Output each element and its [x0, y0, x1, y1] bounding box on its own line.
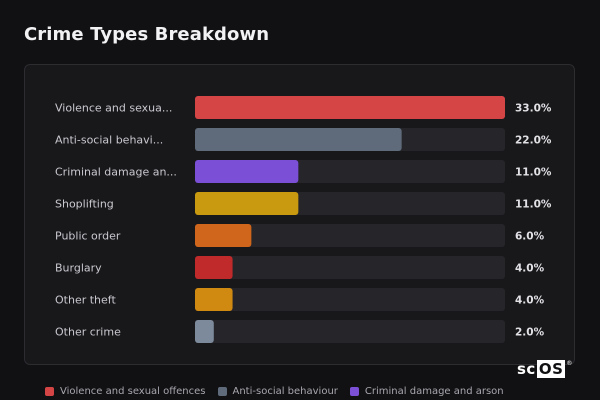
legend-swatch: [217, 387, 227, 396]
bar: [195, 192, 299, 215]
legend-item: Violence and sexual offences: [45, 386, 206, 397]
category-label: Criminal damage an...: [55, 166, 177, 179]
bar-track: [195, 320, 505, 343]
value-label: 4.0%: [515, 295, 545, 307]
bar: [195, 320, 214, 343]
bar: [195, 96, 505, 119]
legend-label: Anti-social behaviour: [232, 386, 338, 397]
value-label: 4.0%: [515, 263, 545, 275]
legend-swatch: [349, 387, 359, 396]
category-label: Other theft: [55, 294, 116, 307]
bar: [195, 128, 402, 151]
value-label: 11.0%: [515, 167, 552, 179]
logo-prefix: sc: [517, 360, 536, 378]
bar: [195, 160, 299, 183]
scos-logo: sc OS ®: [517, 360, 573, 378]
legend-label: Criminal damage and arson: [364, 386, 504, 397]
value-label: 11.0%: [515, 199, 552, 211]
bar-track: [195, 256, 505, 279]
logo-mark: ®: [566, 360, 573, 367]
legend-label: Violence and sexual offences: [60, 386, 206, 397]
logo-boxed: OS: [536, 360, 566, 378]
value-label: 33.0%: [515, 103, 552, 115]
category-label: Violence and sexua...: [55, 102, 172, 115]
bar: [195, 224, 252, 247]
chart-legend: Violence and sexual offences Anti-social …: [45, 386, 516, 397]
legend-item: Anti-social behaviour: [217, 386, 338, 397]
bar: [195, 288, 233, 311]
bar-track: [195, 224, 505, 247]
category-label: Public order: [55, 230, 121, 243]
value-label: 22.0%: [515, 135, 552, 147]
category-label: Burglary: [55, 262, 102, 275]
legend-item: Criminal damage and arson: [349, 386, 504, 397]
category-label: Shoplifting: [55, 198, 114, 211]
bar-track: [195, 288, 505, 311]
legend-swatch: [45, 387, 54, 396]
value-label: 6.0%: [515, 231, 545, 243]
category-label: Anti-social behavi...: [55, 134, 163, 147]
bar: [195, 256, 233, 279]
category-label: Other crime: [55, 326, 121, 339]
chart-title: Crime Types Breakdown: [24, 24, 270, 45]
value-label: 2.0%: [515, 327, 545, 339]
